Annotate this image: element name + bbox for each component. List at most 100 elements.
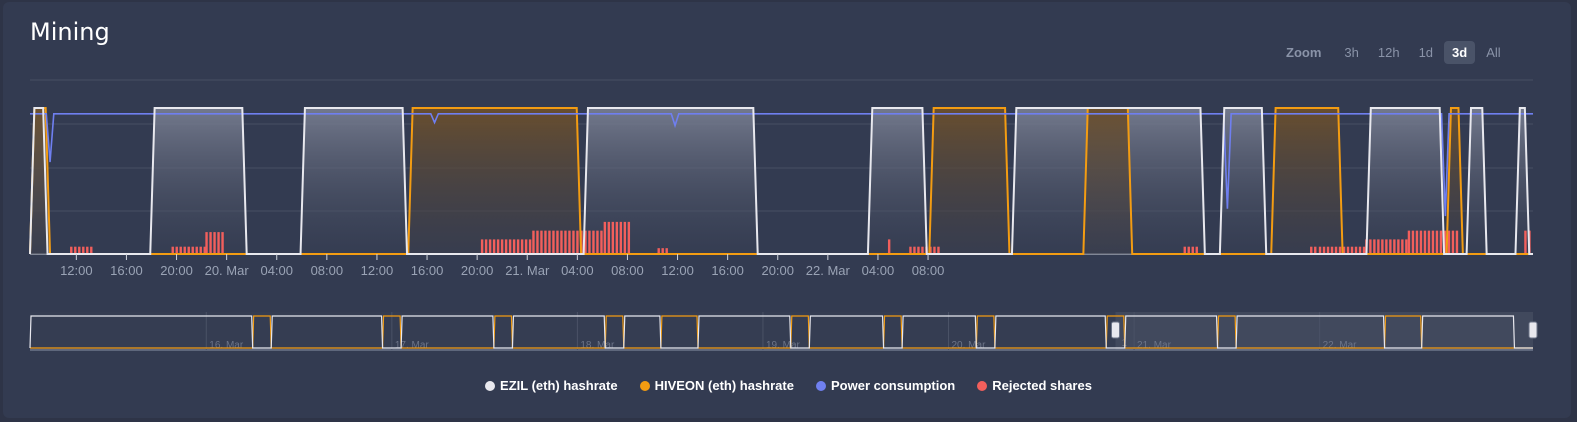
legend-item-rejected[interactable]: Rejected shares bbox=[977, 378, 1092, 393]
rejected-share-bar bbox=[217, 232, 220, 254]
rejected-share-bar bbox=[86, 246, 89, 254]
rejected-share-bar bbox=[524, 239, 528, 254]
rejected-share-bar bbox=[929, 246, 932, 254]
rejected-share-bar bbox=[1381, 239, 1384, 254]
legend-dot-ezil bbox=[485, 380, 496, 391]
rejected-share-bar bbox=[496, 239, 500, 254]
ezil-area bbox=[867, 108, 927, 254]
rejected-share-bar bbox=[1455, 230, 1459, 254]
zoom-3d-button[interactable]: 3d bbox=[1444, 40, 1476, 64]
series-lines bbox=[29, 107, 1533, 255]
navigator[interactable]: 16. Mar 17. Mar 18. Mar 19. Mar 20. Mar 21. M… bbox=[29, 312, 1538, 351]
zoom-1d-button[interactable]: 1d bbox=[1418, 44, 1434, 60]
rejected-share-bar bbox=[183, 246, 186, 254]
rejected-share-bar bbox=[1326, 246, 1330, 254]
x-tick-label: 16:00 bbox=[411, 263, 444, 278]
x-tick-label: 04:00 bbox=[260, 263, 293, 278]
x-tick-label: 16:00 bbox=[110, 263, 143, 278]
rejected-share-bar bbox=[1431, 230, 1435, 254]
panel-title: Mining bbox=[30, 18, 110, 46]
legend-item-hiveon[interactable]: HIVEON (eth) hashrate bbox=[639, 378, 794, 393]
legend-dot-power bbox=[815, 380, 826, 391]
rejected-share-bar bbox=[1187, 246, 1190, 254]
rejected-share-bar bbox=[1451, 230, 1455, 254]
rejected-share-bar bbox=[917, 246, 920, 254]
x-tick-label: 22. Mar bbox=[806, 263, 851, 278]
rejected-share-bar bbox=[1373, 239, 1376, 254]
rejected-share-bar bbox=[1358, 246, 1362, 254]
rejected-share-bar bbox=[221, 232, 224, 254]
navigator-hiveon-line bbox=[30, 315, 1533, 349]
rejected-share-bar bbox=[1427, 230, 1431, 254]
ezil-area bbox=[300, 108, 408, 254]
rejected-share-bar bbox=[556, 230, 559, 254]
rejected-share-bar bbox=[508, 239, 512, 254]
rejected-share-bar bbox=[623, 221, 627, 254]
x-tick-label: 12:00 bbox=[661, 263, 694, 278]
rejected-share-bar bbox=[568, 230, 571, 254]
zoom-all-button[interactable]: All bbox=[1486, 44, 1501, 60]
hiveon-area bbox=[1271, 108, 1343, 254]
series-areas bbox=[30, 108, 1530, 254]
zoom-12h-button[interactable]: 12h bbox=[1377, 44, 1400, 60]
rejected-share-bar bbox=[1423, 230, 1427, 254]
x-tick-label: 20:00 bbox=[461, 263, 494, 278]
rejected-share-bar bbox=[1314, 246, 1317, 254]
rejected-share-bar bbox=[175, 246, 178, 254]
rejected-share-bar bbox=[187, 246, 190, 254]
rejected-share-bar bbox=[584, 230, 587, 254]
x-tick-label: 08:00 bbox=[311, 263, 344, 278]
rejected-share-bar bbox=[1191, 246, 1194, 254]
x-tick-label: 08:00 bbox=[912, 263, 945, 278]
rejected-share-bar bbox=[1447, 230, 1451, 254]
legend-dot-rejected bbox=[977, 380, 988, 391]
legend-dot-hiveon bbox=[639, 380, 650, 391]
rejected-share-bar bbox=[603, 221, 607, 254]
rejected-share-bar bbox=[1377, 239, 1380, 254]
x-tick-label: 20. Mar bbox=[205, 263, 250, 278]
navigator-left-handle bbox=[1111, 321, 1120, 339]
rejected-share-bar bbox=[572, 230, 575, 254]
rejected-share-bar bbox=[661, 248, 664, 254]
rejected-share-bar bbox=[1369, 239, 1372, 254]
rejected-share-bar bbox=[1407, 230, 1411, 254]
zoom-3h-button[interactable]: 3h bbox=[1344, 44, 1359, 60]
rejected-share-bar bbox=[560, 230, 563, 254]
hiveon-area bbox=[1083, 108, 1133, 254]
rejected-share-bar bbox=[195, 246, 198, 254]
navigator-right-handle bbox=[1528, 321, 1538, 339]
rejected-share-bar bbox=[1405, 239, 1408, 254]
legend-item-ezil[interactable]: EZIL (eth) hashrate bbox=[485, 378, 618, 393]
rejected-share-bar bbox=[1338, 246, 1342, 254]
rejected-share-bar bbox=[516, 239, 520, 254]
rejected-share-bar bbox=[78, 246, 81, 254]
rejected-share-bar bbox=[203, 246, 206, 254]
x-tick-label: 04:00 bbox=[862, 263, 895, 278]
rejected-share-bar bbox=[1524, 230, 1527, 254]
ezil-area bbox=[1366, 108, 1445, 254]
rejected-share-bar bbox=[552, 230, 555, 254]
rejected-share-bar bbox=[528, 239, 532, 254]
navigator-selection bbox=[1115, 312, 1533, 350]
rejected-share-bar bbox=[665, 248, 668, 254]
x-tick-label: 16:00 bbox=[711, 263, 744, 278]
rejected-share-bar bbox=[913, 246, 916, 254]
rejected-share-bar bbox=[544, 230, 547, 254]
ezil-area bbox=[1219, 108, 1267, 254]
navigator-tick-label: 16. Mar bbox=[209, 340, 244, 351]
legend-item-power[interactable]: Power consumption bbox=[815, 378, 955, 393]
rejected-share-bar bbox=[1322, 246, 1326, 254]
navigator-ezil-line bbox=[29, 315, 1533, 349]
rejected-share-bar bbox=[1393, 239, 1396, 254]
rejected-shares-bars bbox=[70, 221, 1531, 254]
rejected-share-bar bbox=[887, 239, 891, 254]
legend-label-ezil: EZIL (eth) hashrate bbox=[500, 378, 618, 393]
rejected-share-bar bbox=[1397, 239, 1400, 254]
ezil-area bbox=[583, 108, 758, 254]
rejected-share-bar bbox=[576, 230, 579, 254]
rejected-share-bar bbox=[1439, 230, 1443, 254]
zoom-controls: Zoom 3h 12h 1d 3d All bbox=[1282, 39, 1509, 65]
power-line bbox=[30, 113, 1533, 217]
rejected-share-bar bbox=[179, 246, 182, 254]
